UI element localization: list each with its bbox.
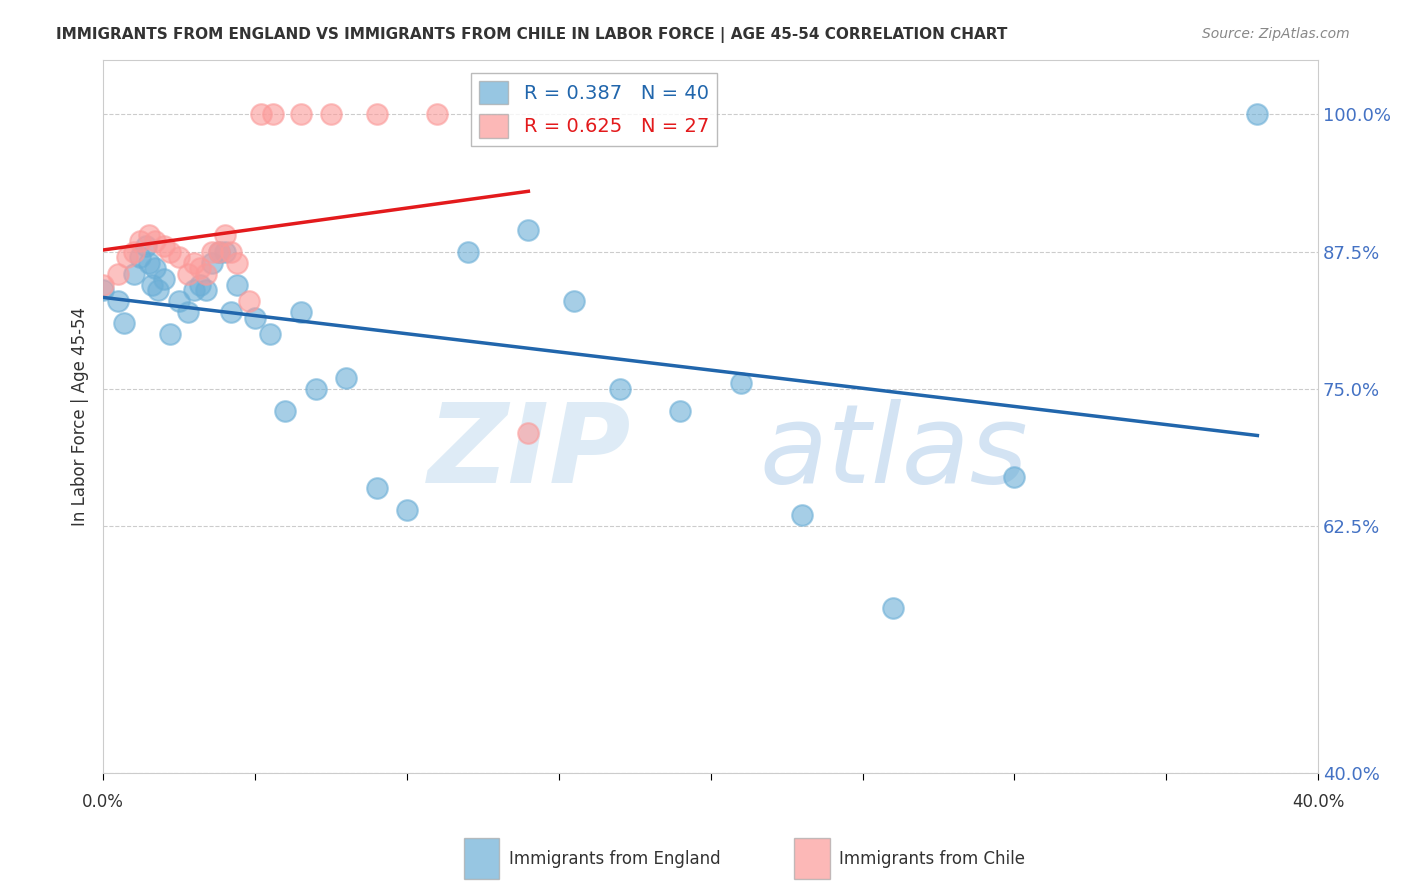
Point [790,508,813,522]
Point [457,244,479,259]
Point [207,244,229,259]
Point [335,371,357,385]
Text: atlas: atlas [759,399,1028,506]
Point [138,255,160,269]
Point [146,283,169,297]
Point [159,326,181,341]
Point [153,239,176,253]
Point [219,305,242,319]
Point [882,601,904,615]
Point [1002,469,1025,483]
Point [219,244,242,259]
Point [1246,107,1268,121]
Point [128,234,150,248]
Point [609,382,631,396]
Text: IMMIGRANTS FROM ENGLAND VS IMMIGRANTS FROM CHILE IN LABOR FORCE | AGE 45-54 CORR: IMMIGRANTS FROM ENGLAND VS IMMIGRANTS FR… [56,27,1008,43]
Point [122,267,145,281]
Bar [464,838,499,879]
Point [366,107,388,121]
Point [167,250,190,264]
Point [188,261,211,276]
Point [259,326,281,341]
Point [117,250,139,264]
Bar [794,838,830,879]
Point [669,404,692,418]
Point [262,107,284,121]
Point [517,223,540,237]
Point [153,272,176,286]
Point [112,316,135,330]
Point [91,283,114,297]
Point [135,239,157,253]
Point [290,107,312,121]
Point [143,261,166,276]
Text: 40.0%: 40.0% [1292,793,1344,811]
Point [91,277,114,292]
Point [201,255,224,269]
Point [225,277,247,292]
Point [128,250,150,264]
Text: 0.0%: 0.0% [82,793,124,811]
Point [214,244,236,259]
Point [730,376,752,391]
Text: ZIP: ZIP [429,399,631,506]
Point [188,277,211,292]
Point [243,310,266,325]
Point [562,294,585,309]
Point [183,255,205,269]
Point [107,294,129,309]
Point [201,244,224,259]
Point [305,382,328,396]
Point [426,107,449,121]
Legend: R = 0.387   N = 40, R = 0.625   N = 27: R = 0.387 N = 40, R = 0.625 N = 27 [471,73,717,145]
Point [177,305,200,319]
Point [395,502,418,516]
Point [177,267,200,281]
Point [183,283,205,297]
Point [319,107,342,121]
Point [195,267,218,281]
Text: Source: ZipAtlas.com: Source: ZipAtlas.com [1202,27,1350,41]
Text: Immigrants from Chile: Immigrants from Chile [839,849,1025,868]
Point [141,277,163,292]
Point [207,244,229,259]
Point [238,294,260,309]
Point [107,267,129,281]
Point [517,425,540,440]
Point [195,283,218,297]
Point [366,481,388,495]
Point [214,228,236,243]
Point [225,255,247,269]
Point [143,234,166,248]
Point [122,244,145,259]
Text: Immigrants from England: Immigrants from England [509,849,721,868]
Point [274,404,297,418]
Point [138,228,160,243]
Point [250,107,273,121]
Y-axis label: In Labor Force | Age 45-54: In Labor Force | Age 45-54 [72,307,89,526]
Point [159,244,181,259]
Point [167,294,190,309]
Point [290,305,312,319]
